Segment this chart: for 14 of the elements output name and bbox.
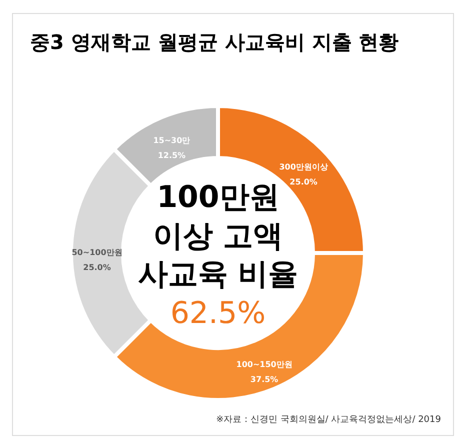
slice-label: 300만원이상	[279, 162, 328, 172]
slice-label: 50~100만원	[72, 248, 122, 257]
text: 이상 고액	[152, 219, 284, 254]
data-label: 37.5%	[250, 374, 278, 384]
slice-label: 100~150만원	[236, 360, 292, 369]
text: 62.5%	[170, 296, 266, 331]
data-label: 25.0%	[83, 263, 111, 272]
text: 100만원	[156, 180, 280, 215]
chart-title: 중3 영재학교 월평균 사교육비 지출 현황	[30, 30, 399, 54]
slice-label: 15~30만	[153, 136, 190, 146]
text: 사교육 비율	[138, 257, 298, 292]
data-label: 12.5%	[158, 151, 186, 160]
data-label: 25.0%	[290, 177, 318, 186]
text: ※자료 : 신경민 국회의원실/ 사교육걱정없는세상/ 2019	[216, 415, 442, 425]
